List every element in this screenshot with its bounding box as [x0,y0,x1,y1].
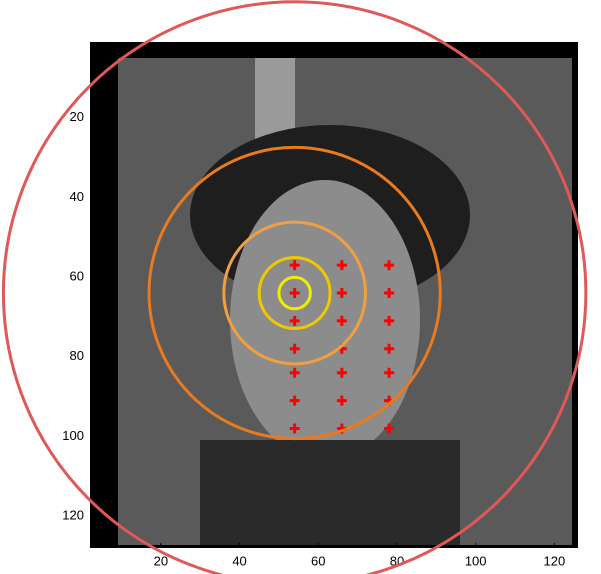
y-tick-label: 40 [70,189,84,204]
x-tick-label: 60 [311,553,325,568]
x-tick-label: 120 [544,553,566,568]
y-tick-label: 20 [70,109,84,124]
chart: 2040608010012020406080100120 [0,0,601,574]
y-tick-label: 100 [62,428,84,443]
photo-shirt [200,440,460,545]
x-tick-label: 100 [465,553,487,568]
y-tick-label: 60 [70,269,84,284]
x-tick-label: 40 [232,553,246,568]
y-tick-label: 80 [70,348,84,363]
y-tick-label: 120 [62,508,84,523]
